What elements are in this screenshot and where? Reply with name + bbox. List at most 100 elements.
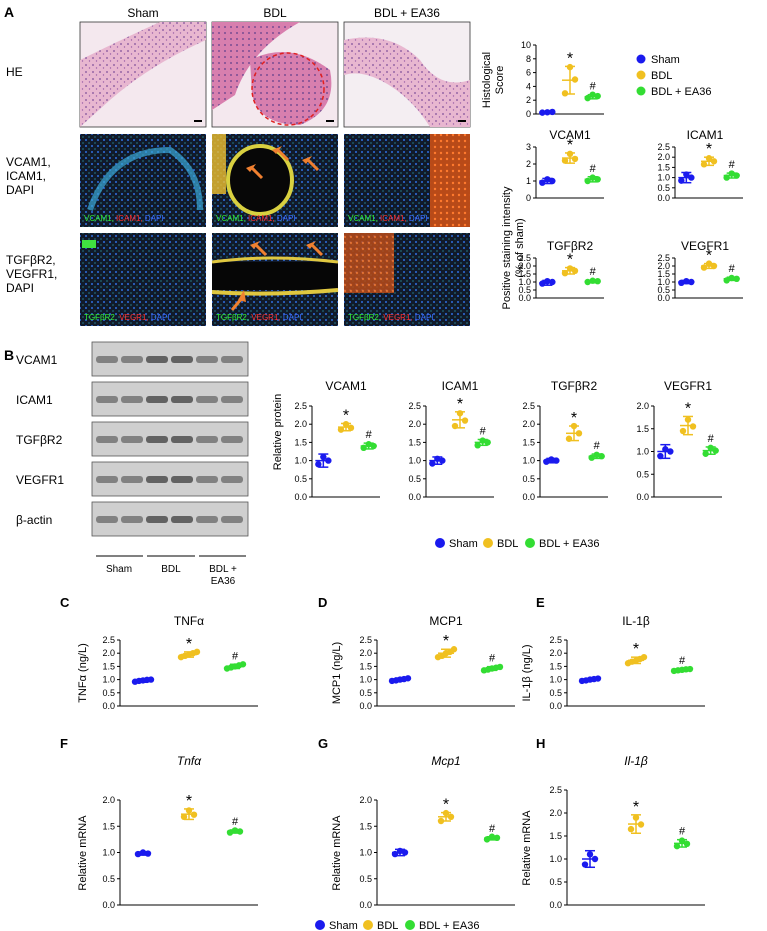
significance-mark: # xyxy=(590,266,597,278)
legend-panel-a: Sham BDL BDL + EA36 xyxy=(636,54,711,98)
significance-mark: # xyxy=(594,440,601,452)
y-tick-label: 2.0 xyxy=(102,795,115,805)
significance-mark: # xyxy=(590,81,597,93)
significance-mark: # xyxy=(489,653,496,665)
data-point xyxy=(549,108,556,116)
chart-a-icam: 0.00.51.01.52.02.5 ICAM1* # xyxy=(657,128,743,203)
y-tick-label: 2.5 xyxy=(294,401,307,411)
he-image-row xyxy=(79,21,471,128)
data-point xyxy=(320,453,327,461)
data-point xyxy=(461,417,469,424)
y-tick-label: 1.5 xyxy=(408,437,421,447)
data-point xyxy=(561,270,569,277)
if-image-row-vcam: VCAM1, ICAM1, DAPI VCAM1, ICAM1, DAPI VC… xyxy=(80,134,470,227)
scale-bar xyxy=(458,120,466,122)
y-tick-label: 2.0 xyxy=(102,648,115,658)
row-label: VCAM1, xyxy=(6,155,51,169)
blot-band xyxy=(221,516,243,523)
band-label: VCAM1 xyxy=(16,353,58,367)
y-tick-label: 8 xyxy=(526,54,531,64)
data-point xyxy=(483,836,491,843)
arrow-icon xyxy=(230,290,246,311)
y-tick-label: 3 xyxy=(526,142,531,152)
data-point xyxy=(662,446,669,453)
y-tick-label: 1.5 xyxy=(522,437,535,447)
legend-panel-b: Sham BDL BDL + EA36 xyxy=(435,538,599,550)
significance-mark: * xyxy=(343,407,349,424)
blot-band xyxy=(146,516,168,523)
stain-caption-part: ICAM1, xyxy=(248,214,277,223)
band-label: TGFβR2 xyxy=(16,433,63,447)
chart-title: IL-1β xyxy=(622,614,650,628)
stain-caption-part: TGFβR2, xyxy=(348,313,383,322)
vessel-wall xyxy=(211,288,339,296)
data-point xyxy=(549,278,556,286)
data-point xyxy=(733,172,740,179)
y-tick-label: 0.5 xyxy=(359,874,372,884)
stain-patch xyxy=(344,233,394,293)
if-image-sham-vcam xyxy=(80,134,206,227)
y-tick-label: 2.0 xyxy=(549,808,562,818)
panel-label-b: B xyxy=(4,347,14,363)
y-tick-label: 1.0 xyxy=(102,675,115,685)
chart-g: 0.0 0.5 1.0 1.5 2.0 Mcp1 Relative mRNA * # xyxy=(331,754,515,910)
legend-label-bdl: BDL xyxy=(651,70,672,82)
data-point xyxy=(640,653,648,661)
data-point xyxy=(689,423,697,430)
blot-band xyxy=(96,436,118,443)
y-axis-title: IL-1β (ng/L) xyxy=(521,644,533,701)
y-tick-label: 0.5 xyxy=(359,688,372,698)
data-point xyxy=(548,456,555,463)
data-point xyxy=(707,444,714,452)
data-point xyxy=(147,676,155,683)
panel-label-a: A xyxy=(4,4,14,20)
data-point xyxy=(325,457,332,464)
y-tick-label: 6 xyxy=(526,68,531,78)
data-point xyxy=(679,427,687,435)
arrow-icon xyxy=(272,146,290,162)
stain-caption-part: ICAM1, xyxy=(380,214,409,223)
data-point xyxy=(193,648,201,656)
chart-a-vcam: 0 1 2 3 VCAM1* # xyxy=(526,128,604,203)
data-point xyxy=(553,457,560,464)
y-tick-label: 2.5 xyxy=(549,635,562,645)
legend-label-ea36: BDL + EA36 xyxy=(419,920,479,931)
data-point xyxy=(710,262,718,270)
data-point xyxy=(544,176,551,183)
data-point xyxy=(180,813,188,820)
band-label: ICAM1 xyxy=(16,393,53,407)
y-axis-title-line: Histological xyxy=(481,52,493,108)
stain-caption-part: VEGR1, xyxy=(119,313,151,322)
y-tick-label: 2 xyxy=(526,159,531,169)
legend-marker-sham xyxy=(435,538,445,548)
data-point xyxy=(584,278,591,286)
data-point xyxy=(594,675,602,682)
data-point xyxy=(728,274,735,282)
charts: 0246810HistologicalScore*#0123VCAM1*#0.0… xyxy=(77,40,743,910)
blot-band xyxy=(221,436,243,443)
data-point xyxy=(686,665,694,673)
data-point xyxy=(673,842,681,850)
y-tick-label: 2.0 xyxy=(549,648,562,658)
y-tick-label: 2 xyxy=(526,95,531,105)
y-tick-label: 0.5 xyxy=(102,688,115,698)
legend-marker-bdl xyxy=(363,920,373,930)
group-label: EA36 xyxy=(211,576,236,587)
column-header: BDL xyxy=(263,6,287,20)
y-tick-label: 1.0 xyxy=(657,173,670,183)
legend-marker-sham xyxy=(636,54,646,64)
stain-caption: TGFβR2, VEGR1, DAPI xyxy=(84,313,170,322)
stain-caption: TGFβR2, VEGR1, DAPI xyxy=(348,313,434,322)
legend-marker-ea36 xyxy=(525,538,535,548)
y-tick-label: 0.0 xyxy=(518,293,531,303)
stain-caption-part: DAPI xyxy=(145,214,164,223)
chart-d: 0.0 0.5 1.0 1.5 2.0 2.5 MCP1 MCP1 (ng/L) * # xyxy=(331,614,515,711)
data-point xyxy=(561,157,569,164)
he-tissue-sham xyxy=(80,22,206,127)
y-tick-label: 2.0 xyxy=(359,795,372,805)
y-tick-label: 0.5 xyxy=(549,877,562,887)
significance-mark: * xyxy=(706,248,712,265)
data-point xyxy=(456,410,464,417)
chart-title: Mcp1 xyxy=(431,754,460,768)
data-point xyxy=(429,460,436,467)
